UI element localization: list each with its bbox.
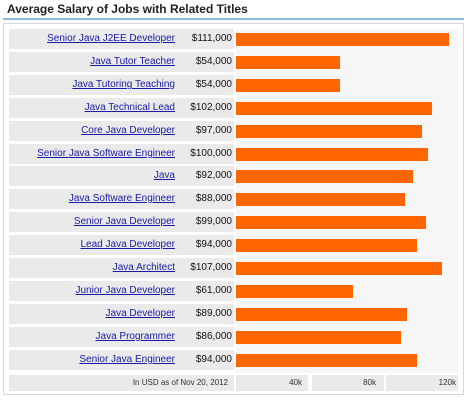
- job-title-link[interactable]: Java Tutor Teacher: [90, 56, 175, 67]
- salary-label: $54,000: [195, 79, 232, 90]
- row-background: [9, 166, 234, 186]
- salary-bar: [236, 285, 353, 298]
- row-background: [9, 144, 234, 164]
- row-background: [9, 121, 234, 141]
- row-background: [9, 350, 234, 370]
- row-background: [9, 212, 234, 232]
- salary-label: $94,000: [195, 239, 232, 250]
- row-background: [9, 258, 234, 278]
- salary-bar: [236, 56, 340, 69]
- x-tick-label: 120k: [438, 378, 456, 387]
- job-title-link[interactable]: Core Java Developer: [81, 125, 175, 136]
- salary-bar: [236, 331, 401, 344]
- salary-label: $92,000: [195, 170, 232, 181]
- job-title-link[interactable]: Java Programmer: [95, 331, 175, 342]
- salary-label: $102,000: [190, 102, 232, 113]
- tick-background: [386, 375, 458, 391]
- job-title-link[interactable]: Java Developer: [105, 308, 175, 319]
- salary-label: $100,000: [190, 148, 232, 159]
- job-title-link[interactable]: Java Technical Lead: [84, 102, 175, 113]
- job-title-link[interactable]: Java Architect: [112, 262, 175, 273]
- job-title-link[interactable]: Lead Java Developer: [80, 239, 175, 250]
- salary-bar: [236, 354, 417, 367]
- salary-bar: [236, 239, 417, 252]
- salary-bar: [236, 170, 413, 183]
- x-tick-label: 80k: [363, 378, 376, 387]
- row-background: [9, 281, 234, 301]
- salary-label: $89,000: [195, 308, 232, 319]
- footnote: In USD as of Nov 20, 2012: [132, 378, 228, 387]
- job-title-link[interactable]: Senior Java J2EE Developer: [47, 33, 175, 44]
- salary-label: $99,000: [195, 216, 232, 227]
- row-background: [9, 327, 234, 347]
- salary-bar: [236, 148, 428, 161]
- salary-label: $61,000: [195, 285, 232, 296]
- x-tick-label: 40k: [289, 378, 302, 387]
- tick-background: [236, 375, 308, 391]
- salary-label: $97,000: [195, 125, 232, 136]
- row-background: [9, 29, 234, 49]
- row-background: [9, 189, 234, 209]
- salary-label: $86,000: [195, 331, 232, 342]
- salary-bar: [236, 33, 449, 46]
- footnote-background: [9, 375, 234, 391]
- salary-bar: [236, 308, 407, 321]
- job-title-link[interactable]: Java Tutoring Teaching: [72, 79, 175, 90]
- job-title-link[interactable]: Senior Java Software Engineer: [37, 148, 175, 159]
- row-background: [9, 98, 234, 118]
- job-title-link[interactable]: Java Software Engineer: [68, 193, 175, 204]
- salary-bar: [236, 216, 426, 229]
- salary-bar: [236, 125, 422, 138]
- row-background: [9, 235, 234, 255]
- title-divider: [3, 18, 464, 20]
- salary-label: $88,000: [195, 193, 232, 204]
- tick-background: [312, 375, 384, 391]
- salary-label: $94,000: [195, 354, 232, 365]
- salary-label: $107,000: [190, 262, 232, 273]
- job-title-link[interactable]: Java: [153, 170, 175, 181]
- job-title-link[interactable]: Junior Java Developer: [75, 285, 176, 296]
- salary-bar: [236, 79, 340, 92]
- chart-title: Average Salary of Jobs with Related Titl…: [7, 2, 248, 16]
- row-background: [9, 304, 234, 324]
- row-background: [9, 52, 234, 72]
- salary-bar: [236, 193, 405, 206]
- salary-label: $54,000: [195, 56, 232, 67]
- salary-bar: [236, 262, 442, 275]
- salary-label: $111,000: [191, 33, 232, 44]
- job-title-link[interactable]: Senior Java Developer: [73, 216, 175, 227]
- row-background: [9, 75, 234, 95]
- job-title-link[interactable]: Senior Java Engineer: [79, 354, 175, 365]
- salary-bar: [236, 102, 432, 115]
